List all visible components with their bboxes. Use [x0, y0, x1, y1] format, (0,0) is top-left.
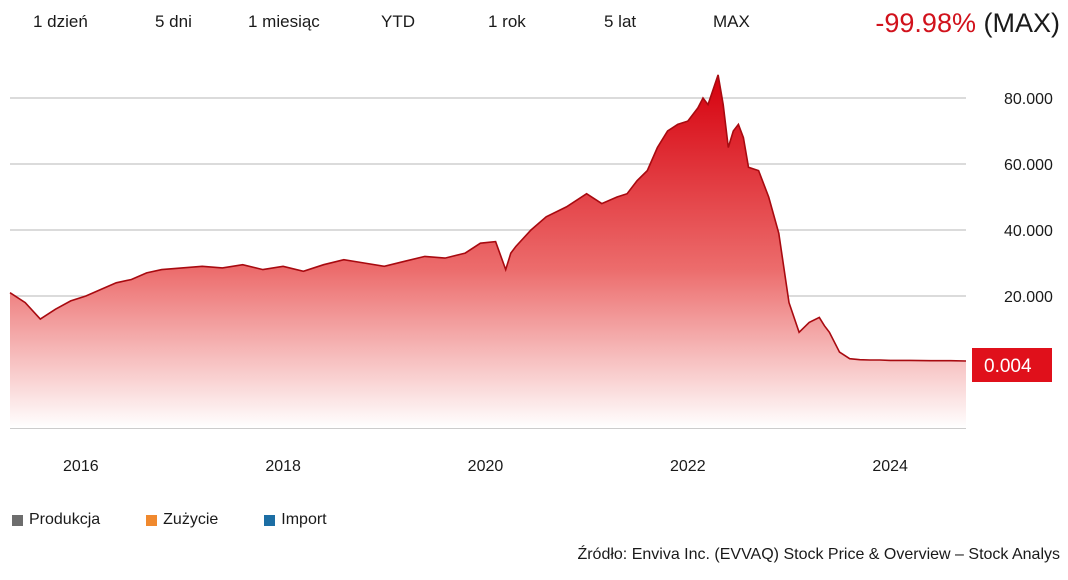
source-note: Źródło: Enviva Inc. (EVVAQ) Stock Price … [577, 546, 1060, 563]
legend-label-zuzycie: Zużycie [163, 511, 219, 528]
range-max-button[interactable]: MAX [713, 12, 750, 31]
price-change-indicator: -99.98% (MAX) [875, 8, 1060, 39]
price-area [10, 74, 966, 429]
change-percent: -99.98% [875, 8, 976, 38]
legend-label-import: Import [281, 511, 327, 528]
price-line [9, 74, 967, 362]
x-tick-label: 2016 [63, 458, 99, 475]
time-range-bar: 1 dzień 5 dni 1 miesiąc YTD 1 rok 5 lat … [0, 0, 1068, 48]
x-tick-label: 2020 [468, 458, 504, 475]
y-tick-label: 80.000 [1004, 91, 1053, 108]
range-1-month-button[interactable]: 1 miesiąc [248, 12, 320, 31]
range-1-day-button[interactable]: 1 dzień [33, 12, 88, 31]
last-value-label: 0.004 [984, 356, 1032, 377]
y-tick-label: 20.000 [1004, 289, 1053, 306]
legend-item-import[interactable]: Import [264, 509, 327, 531]
change-period: (MAX) [983, 8, 1061, 38]
x-axis-ticks: 2016 2018 2020 2022 2024 [63, 458, 908, 475]
range-5-years-button[interactable]: 5 lat [604, 12, 637, 31]
legend-swatch-zuzycie [146, 514, 158, 526]
y-tick-label: 40.000 [1004, 223, 1053, 240]
x-tick-label: 2022 [670, 458, 706, 475]
x-tick-label: 2024 [872, 458, 908, 475]
range-1-year-button[interactable]: 1 rok [488, 12, 526, 31]
legend-swatch-import [264, 514, 276, 526]
range-ytd-button[interactable]: YTD [381, 12, 415, 31]
y-axis-ticks: 20.000 40.000 60.000 80.000 [1004, 91, 1053, 306]
legend-item-produkcja[interactable]: Produkcja [12, 509, 100, 531]
legend-label-produkcja: Produkcja [29, 511, 101, 528]
legend-item-zuzycie[interactable]: Zużycie [146, 509, 218, 531]
price-area-chart: 20.000 40.000 60.000 80.000 2016 2018 2020 202… [9, 74, 1053, 475]
y-tick-label: 60.000 [1004, 157, 1053, 174]
last-value-badge-bg [972, 348, 1052, 382]
last-value-badge: 0.004 [972, 348, 1052, 382]
x-tick-label: 2018 [265, 458, 301, 475]
range-5-days-button[interactable]: 5 dni [155, 12, 192, 31]
legend-swatch-produkcja [12, 514, 23, 526]
legend: Produkcja Zużycie Import [12, 509, 373, 531]
